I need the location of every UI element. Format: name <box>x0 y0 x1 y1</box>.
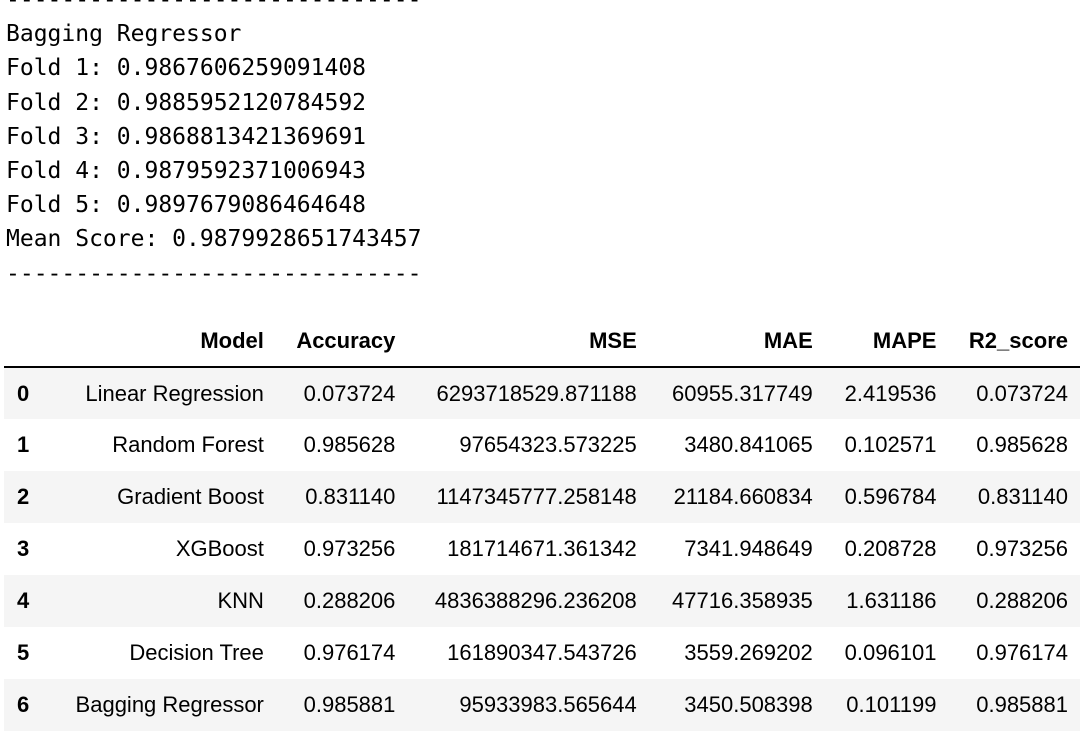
cell-mape: 0.596784 <box>844 484 937 509</box>
separator-line: ------------------------------ <box>6 0 422 13</box>
cell-mape: 0.096101 <box>844 640 937 665</box>
column-header-accuracy: Accuracy <box>275 316 408 368</box>
row-index: 3 <box>17 536 30 561</box>
cell-mse: 161890347.543726 <box>447 640 637 665</box>
row-index: 6 <box>17 692 30 717</box>
table-row: 2 Gradient Boost 0.831140 1147345777.258… <box>4 471 1080 523</box>
cell-mse: 4836388296.236208 <box>434 588 637 613</box>
cell-model: Linear Regression <box>85 380 264 406</box>
cell-model: Random Forest <box>112 432 264 457</box>
cell-mae: 47716.358935 <box>672 588 813 613</box>
row-index: 1 <box>17 432 30 457</box>
cell-accuracy: 0.985628 <box>303 432 396 457</box>
results-dataframe: Model Accuracy MSE MAE MAPE R2_score 0 L… <box>4 316 1080 731</box>
cell-accuracy: 0.976174 <box>303 640 396 665</box>
fold-score-line: Fold 2: 0.9885952120784592 <box>6 89 367 116</box>
table-row: 0 Linear Regression 0.073724 6293718529.… <box>4 367 1080 419</box>
cell-model: Decision Tree <box>129 640 264 665</box>
cell-model: Gradient Boost <box>117 484 264 509</box>
separator-line: ------------------------------ <box>6 260 422 287</box>
cell-r2-score: 0.831140 <box>977 484 1068 509</box>
row-index: 2 <box>17 484 30 509</box>
cell-mape: 1.631186 <box>846 588 937 613</box>
column-header-mae: MAE <box>648 316 825 368</box>
row-index: 4 <box>17 588 30 613</box>
column-header-r2-score: R2_score <box>948 316 1080 368</box>
table-header: Model Accuracy MSE MAE MAPE R2_score <box>4 316 1080 368</box>
index-header <box>4 316 49 368</box>
table-row: 4 KNN 0.288206 4836388296.236208 47716.3… <box>4 575 1080 627</box>
cell-mae: 3480.841065 <box>684 432 813 457</box>
cell-mape: 0.101199 <box>846 692 937 717</box>
model-name-line: Bagging Regressor <box>6 21 242 48</box>
cell-mse: 6293718529.871188 <box>436 380 637 406</box>
cell-mae: 7341.948649 <box>684 536 813 561</box>
cell-r2-score: 0.985881 <box>976 692 1068 717</box>
cell-mae: 60955.317749 <box>672 380 813 406</box>
table-row: 3 XGBoost 0.973256 181714671.361342 7341… <box>4 523 1080 575</box>
cell-r2-score: 0.073724 <box>976 380 1068 406</box>
console-output: ------------------------------ Bagging Re… <box>6 0 421 291</box>
mean-score-line: Mean Score: 0.9879928651743457 <box>6 226 422 253</box>
cell-mse: 95933983.565644 <box>459 692 637 717</box>
table-row: 6 Bagging Regressor 0.985881 95933983.56… <box>4 679 1080 731</box>
cell-accuracy: 0.288206 <box>303 588 396 613</box>
column-header-mape: MAPE <box>824 316 949 368</box>
cell-mae: 3450.508398 <box>684 692 813 717</box>
fold-score-line: Fold 1: 0.9867606259091408 <box>6 55 367 82</box>
cell-mae: 3559.269202 <box>684 640 813 665</box>
table-body: 0 Linear Regression 0.073724 6293718529.… <box>4 367 1080 731</box>
cell-mape: 0.102571 <box>844 432 937 457</box>
cell-accuracy: 0.973256 <box>303 536 396 561</box>
cell-mse: 97654323.573225 <box>459 432 637 457</box>
cell-accuracy: 0.985881 <box>303 692 396 717</box>
cell-r2-score: 0.288206 <box>976 588 1068 613</box>
table-row: 5 Decision Tree 0.976174 161890347.54372… <box>4 627 1080 679</box>
cell-r2-score: 0.985628 <box>976 432 1068 457</box>
cell-accuracy: 0.831140 <box>305 484 396 509</box>
cell-mse: 1147345777.258148 <box>436 484 637 509</box>
cell-r2-score: 0.973256 <box>976 536 1068 561</box>
header-row: Model Accuracy MSE MAE MAPE R2_score <box>4 316 1080 368</box>
cell-model: Bagging Regressor <box>75 692 264 717</box>
column-header-model: Model <box>49 316 276 368</box>
row-index: 5 <box>17 640 30 665</box>
cell-mape: 0.208728 <box>844 536 937 561</box>
fold-score-line: Fold 4: 0.9879592371006943 <box>6 157 367 184</box>
cell-mape: 2.419536 <box>844 380 937 406</box>
column-header-mse: MSE <box>407 316 649 368</box>
cell-accuracy: 0.073724 <box>303 380 396 406</box>
cell-model: KNN <box>217 588 264 613</box>
cell-mse: 181714671.361342 <box>447 536 637 561</box>
cell-model: XGBoost <box>175 536 264 561</box>
fold-score-line: Fold 5: 0.9897679086464648 <box>6 192 367 219</box>
cell-r2-score: 0.976174 <box>976 640 1068 665</box>
fold-score-line: Fold 3: 0.9868813421369691 <box>6 123 367 150</box>
cell-mae: 21184.660834 <box>673 484 813 509</box>
row-index: 0 <box>17 380 30 406</box>
table-row: 1 Random Forest 0.985628 97654323.573225… <box>4 419 1080 471</box>
